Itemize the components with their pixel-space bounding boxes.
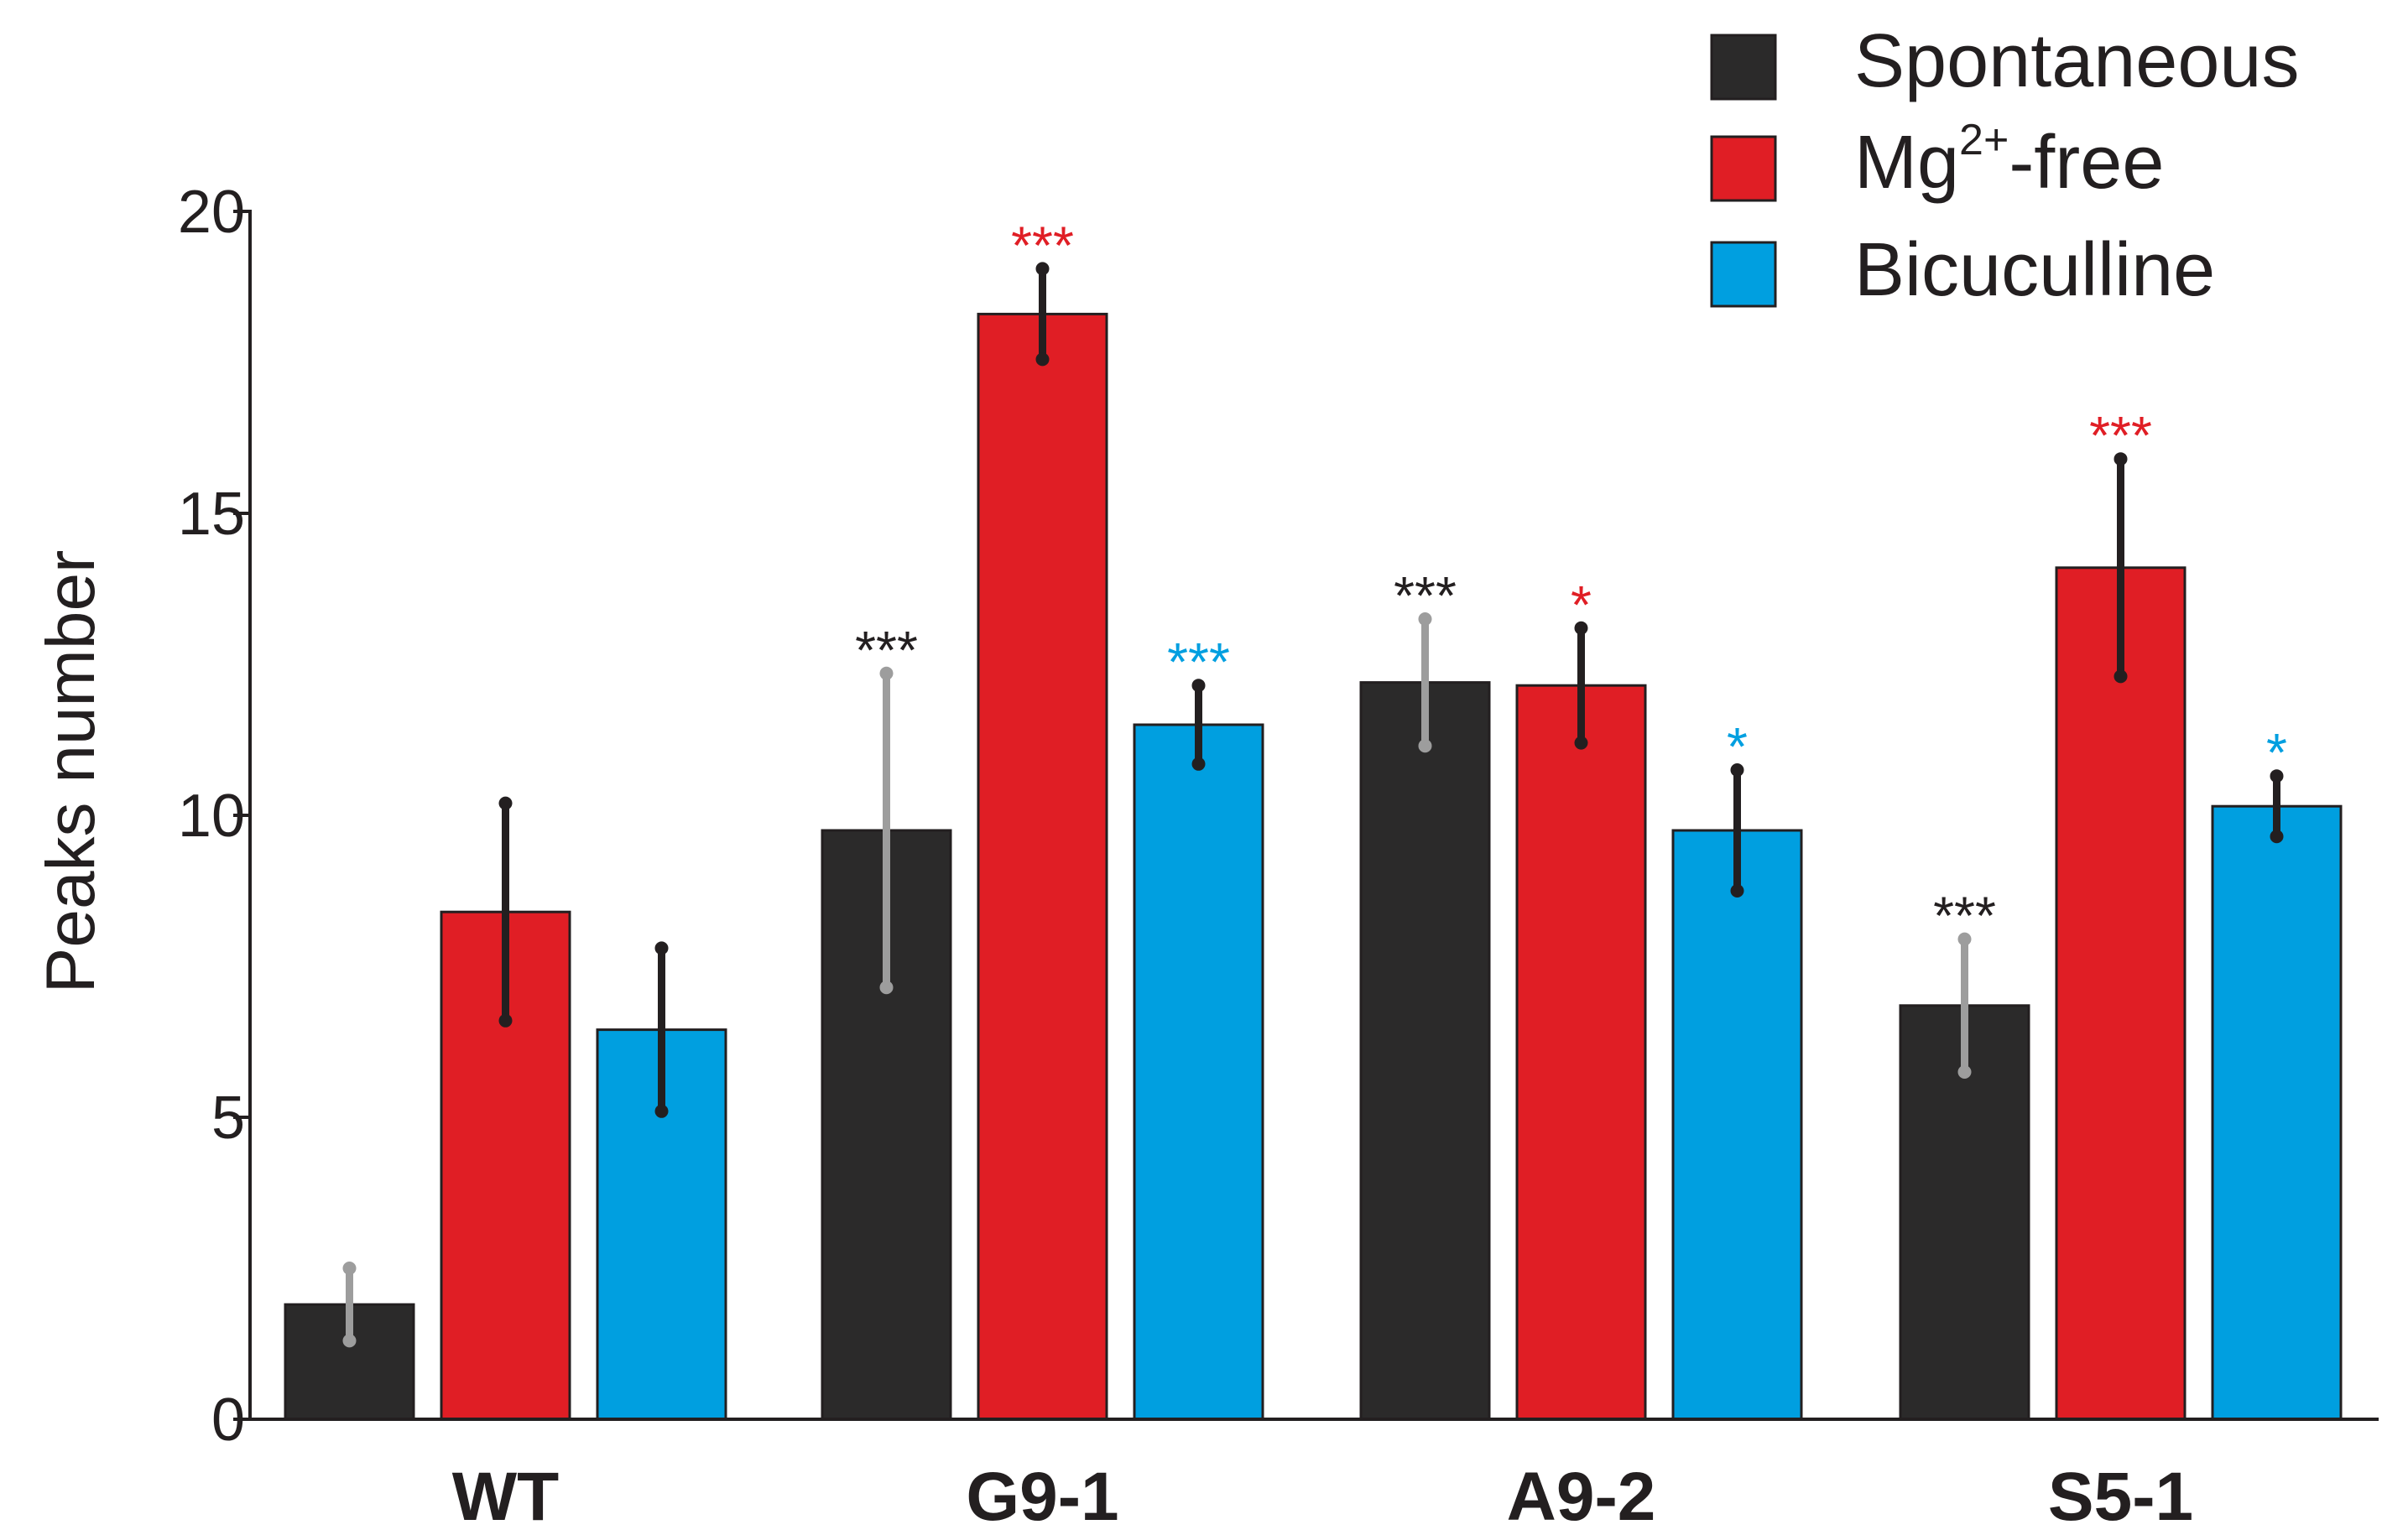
legend-swatch-spontaneous [1710, 34, 1777, 101]
y-axis-label: Peaks number [33, 550, 109, 994]
error-cap-bottom-mg2-free-a9-2 [1574, 736, 1588, 750]
error-cap-bottom-spontaneous-wt [342, 1334, 357, 1348]
significance-mg2-free-g9-1: *** [1011, 215, 1074, 275]
error-cap-bottom-mg2-free-wt [498, 1013, 513, 1028]
bar-mg2-free-s5-1 [2055, 566, 2186, 1421]
bar-bicuculline-g9-1 [1133, 723, 1264, 1421]
error-cap-bottom-bicuculline-s5-1 [2270, 830, 2284, 844]
error-cap-bottom-spontaneous-g9-1 [879, 981, 894, 995]
error-cap-top-spontaneous-wt [342, 1262, 357, 1275]
legend-mg-superscript: 2+ [1959, 116, 2009, 164]
x-tick-label-s5-1: S5-1 [2048, 1459, 2193, 1535]
error-cap-bottom-bicuculline-g9-1 [1191, 757, 1206, 771]
bar-spontaneous-a9-2 [1359, 681, 1491, 1421]
error-cap-bottom-spontaneous-s5-1 [1957, 1065, 1972, 1079]
legend-mg-rest: -free [2009, 121, 2164, 205]
error-cap-top-spontaneous-s5-1 [1957, 932, 1972, 946]
significance-spontaneous-g9-1: *** [855, 620, 918, 680]
significance-mg2-free-s5-1: *** [2089, 405, 2152, 466]
significance-bicuculline-g9-1: *** [1167, 632, 1230, 692]
y-tick-label-5: 5 [211, 1085, 245, 1152]
legend-label-spontaneous: Spontaneous [1854, 19, 2299, 103]
error-cap-top-bicuculline-g9-1 [1191, 679, 1206, 693]
legend-swatch-bicuculline [1710, 241, 1777, 308]
x-tick-label-g9-1: G9-1 [966, 1459, 1118, 1535]
error-cap-top-bicuculline-a9-2 [1730, 763, 1744, 777]
bar-mg2-free-a9-2 [1515, 684, 1647, 1421]
y-tick-label-15: 15 [178, 481, 245, 548]
legend: Spontaneous Mg2+-free Bicuculline [1710, 19, 2299, 312]
error-cap-top-mg2-free-g9-1 [1035, 262, 1050, 276]
error-cap-bottom-bicuculline-a9-2 [1730, 884, 1744, 898]
error-cap-top-spontaneous-g9-1 [879, 666, 894, 680]
error-cap-bottom-spontaneous-a9-2 [1418, 739, 1432, 753]
significance-bicuculline-s5-1: * [2266, 722, 2287, 783]
y-tick-label-0: 0 [211, 1387, 245, 1454]
bars-layer [284, 312, 2343, 1421]
error-cap-bottom-bicuculline-wt [654, 1104, 669, 1118]
significance-spontaneous-a9-2: *** [1394, 565, 1457, 626]
bar-mg2-free-g9-1 [977, 312, 1108, 1421]
x-tick-label-a9-2: A9-2 [1507, 1459, 1656, 1535]
error-cap-top-mg2-free-s5-1 [2114, 452, 2128, 466]
significance-mg2-free-a9-2: * [1571, 575, 1592, 635]
significance-layer: ************ ********* [855, 215, 2287, 945]
significance-bicuculline-a9-2: * [1727, 716, 1748, 777]
error-cap-top-bicuculline-wt [654, 941, 669, 955]
legend-label-bicuculline: Bicuculline [1854, 228, 2215, 312]
x-tick-label-wt: WT [452, 1459, 559, 1535]
error-cap-top-spontaneous-a9-2 [1418, 612, 1432, 626]
bar-bicuculline-a9-2 [1671, 829, 1803, 1421]
bar-bicuculline-s5-1 [2211, 804, 2343, 1421]
y-tick-label-10: 10 [178, 783, 245, 850]
y-tick-label-20: 20 [178, 179, 245, 246]
error-bars-layer [342, 262, 2284, 1348]
error-cap-top-mg2-free-a9-2 [1574, 621, 1588, 635]
legend-label-mg-free: Mg2+-free [1854, 116, 2164, 205]
error-cap-top-bicuculline-s5-1 [2270, 769, 2284, 783]
legend-swatch-mg-free [1710, 135, 1777, 202]
error-cap-top-mg2-free-wt [498, 796, 513, 810]
axes-layer: WT G9-1 A9-2 S5-1 0 5 10 15 20 [178, 179, 2379, 1535]
error-cap-bottom-mg2-free-g9-1 [1035, 352, 1050, 367]
significance-spontaneous-s5-1: *** [1933, 886, 1996, 946]
error-cap-bottom-mg2-free-s5-1 [2114, 669, 2128, 684]
legend-mg-base: Mg [1854, 121, 1959, 205]
